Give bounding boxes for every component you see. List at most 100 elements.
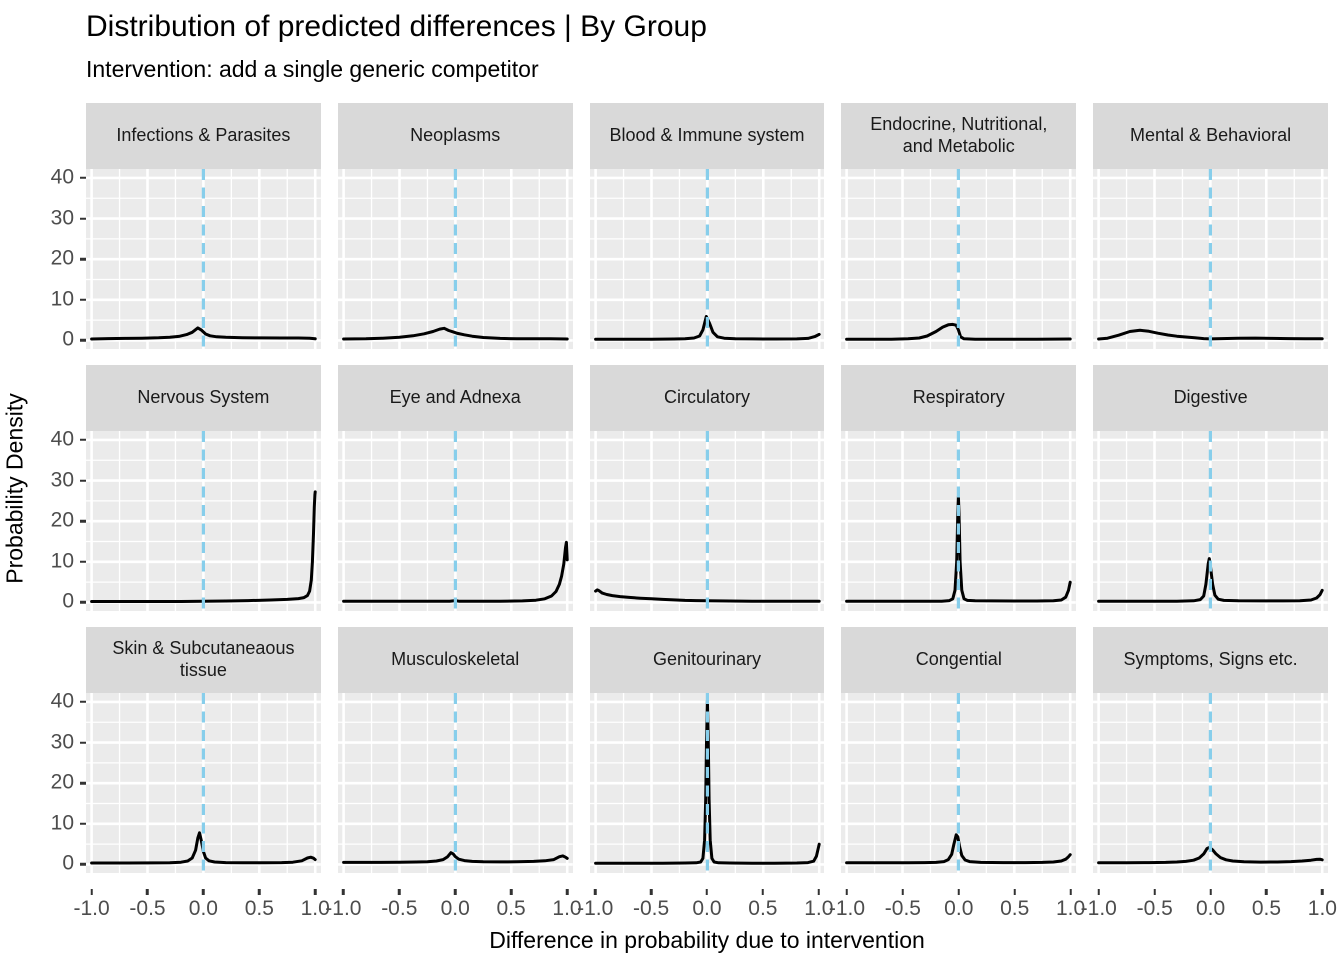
facet-genitourinary: Genitourinary <box>589 627 825 873</box>
facet-label: Genitourinary <box>652 649 762 670</box>
facet-row: 0 10 20 30 40 Nervous System Eye and Adnexa Cir… <box>30 365 1328 613</box>
facet-strip: Circulatory <box>589 365 825 431</box>
x-tick-label: 1.0 <box>300 897 330 920</box>
y-axis-gutter: 0 10 20 30 40 <box>30 103 86 351</box>
facet-strip: Nervous System <box>86 365 321 431</box>
density-curve <box>1097 845 1324 865</box>
x-tick-label: 1.0 <box>1307 897 1337 920</box>
facet-strip: Symptoms, Signs etc. <box>1093 627 1328 693</box>
facet-label: Infections & Parasites <box>116 125 291 146</box>
x-tick-label: 1.0 <box>552 897 582 920</box>
density-panel <box>337 693 573 873</box>
x-tick-mark <box>1153 889 1156 895</box>
y-tick-mark <box>80 217 86 220</box>
x-tick-mark <box>901 889 905 895</box>
facet-strip: Eye and Adnexa <box>337 365 573 431</box>
facet-blood-immune-system: Blood & Immune system <box>589 103 825 349</box>
x-tick-mark <box>90 889 93 895</box>
y-tick-label: 20 <box>50 508 74 532</box>
y-tick-label: 40 <box>50 427 74 451</box>
y-tick-label: 0 <box>62 851 74 875</box>
density-curve <box>341 540 569 603</box>
y-tick-label: 30 <box>50 468 74 492</box>
y-tick-mark <box>80 438 86 442</box>
y-tick-label: 40 <box>50 689 74 713</box>
x-tick-group: -1.0 -0.5 0.0 0.5 1.0 <box>1081 889 1337 925</box>
y-tick-mark <box>80 339 86 342</box>
density-panel <box>86 431 321 611</box>
facet-strip: Musculoskeletal <box>337 627 573 693</box>
x-axis-title: Difference in probability due to interve… <box>489 927 925 953</box>
x-tick-mark <box>313 889 317 895</box>
density-curve <box>593 699 821 865</box>
facet-congential: Congential <box>841 627 1077 873</box>
facet-strip: Blood & Immune system <box>589 103 825 169</box>
density-panel <box>1093 693 1328 873</box>
y-tick-mark <box>80 298 86 302</box>
y-tick-mark <box>80 700 86 704</box>
density-curve <box>845 322 1073 341</box>
density-curve <box>845 495 1073 603</box>
y-tick-label: 10 <box>50 549 74 573</box>
y-tick-label: 20 <box>50 246 74 270</box>
density-panel <box>589 169 825 349</box>
x-tick-label: 0.0 <box>1195 897 1226 920</box>
y-axis-gutter: 0 10 20 30 40 <box>30 365 86 613</box>
density-panel <box>337 169 573 349</box>
x-tick-label: -1.0 <box>73 897 110 920</box>
x-tick-group: -1.0 -0.5 0.0 0.5 1.0 <box>325 889 582 925</box>
facet-strip: Infections & Parasites <box>86 103 321 169</box>
y-tick-mark <box>80 257 86 261</box>
y-tick-label: 40 <box>50 165 74 189</box>
x-tick-mark <box>593 889 597 895</box>
x-tick-mark <box>761 889 765 895</box>
facet-nervous-system: Nervous System <box>86 365 321 611</box>
facet-circulatory: Circulatory <box>589 365 825 611</box>
x-tick-label: 0.0 <box>440 897 470 920</box>
y-tick-mark <box>80 822 86 826</box>
facet-strip: Digestive <box>1093 365 1328 431</box>
x-tick-mark <box>845 889 849 895</box>
x-tick-label: -0.5 <box>1136 897 1173 920</box>
facet-strip: Skin & Subcutaneaous tissue <box>86 627 321 693</box>
facet-musculoskeletal: Musculoskeletal <box>337 627 573 873</box>
facet-label: Symptoms, Signs etc. <box>1123 649 1298 670</box>
y-tick-label: 0 <box>62 589 74 613</box>
y-tick-label: 20 <box>50 770 74 794</box>
facet-label: Respiratory <box>912 387 1005 408</box>
x-tick-mark <box>1265 889 1268 895</box>
y-tick-mark <box>80 781 86 785</box>
density-panel <box>1093 431 1328 611</box>
x-tick-group: -1.0 -0.5 0.0 0.5 1.0 <box>577 889 833 925</box>
y-tick-mark <box>80 479 86 482</box>
y-tick-mark <box>80 601 86 604</box>
facet-label: Musculoskeletal <box>391 649 520 670</box>
y-tick-label: 30 <box>50 730 74 754</box>
x-tick-label: -0.5 <box>884 897 921 920</box>
x-tick-group: -1.0 -0.5 0.0 0.5 1.0 <box>73 889 330 925</box>
x-tick-label: 0.0 <box>188 897 218 920</box>
x-tick-mark <box>509 889 513 895</box>
density-panel <box>841 693 1077 873</box>
x-tick-label: 0.5 <box>1000 897 1030 920</box>
y-tick-area: 0 10 20 30 40 <box>30 427 86 613</box>
y-tick-label: 0 <box>62 327 74 351</box>
y-tick-mark <box>80 741 86 744</box>
x-tick-label: 0.0 <box>692 897 722 920</box>
facet-symptoms-signs-etc: Symptoms, Signs etc. <box>1093 627 1328 873</box>
facet-label: Endocrine, Nutritional, and Metabolic <box>870 114 1048 156</box>
facet-strip: Endocrine, Nutritional, and Metabolic <box>841 103 1077 169</box>
x-tick-mark <box>258 889 261 895</box>
x-tick-mark <box>1209 889 1212 895</box>
x-tick-label: -0.5 <box>632 897 670 920</box>
x-tick-label: -1.0 <box>1080 897 1117 920</box>
facet-label: Mental & Behavioral <box>1130 125 1292 146</box>
facet-label: Congential <box>915 649 1002 670</box>
facet-row: 0 10 20 30 40 Infections & Parasites Neoplasms… <box>30 103 1328 351</box>
x-tick-mark <box>146 889 149 895</box>
facet-label: Nervous System <box>137 387 270 408</box>
x-tick-label: -1.0 <box>828 897 866 920</box>
x-tick-label: 0.5 <box>244 897 274 920</box>
x-tick-mark <box>1097 889 1101 895</box>
facet-strip: Congential <box>841 627 1077 693</box>
